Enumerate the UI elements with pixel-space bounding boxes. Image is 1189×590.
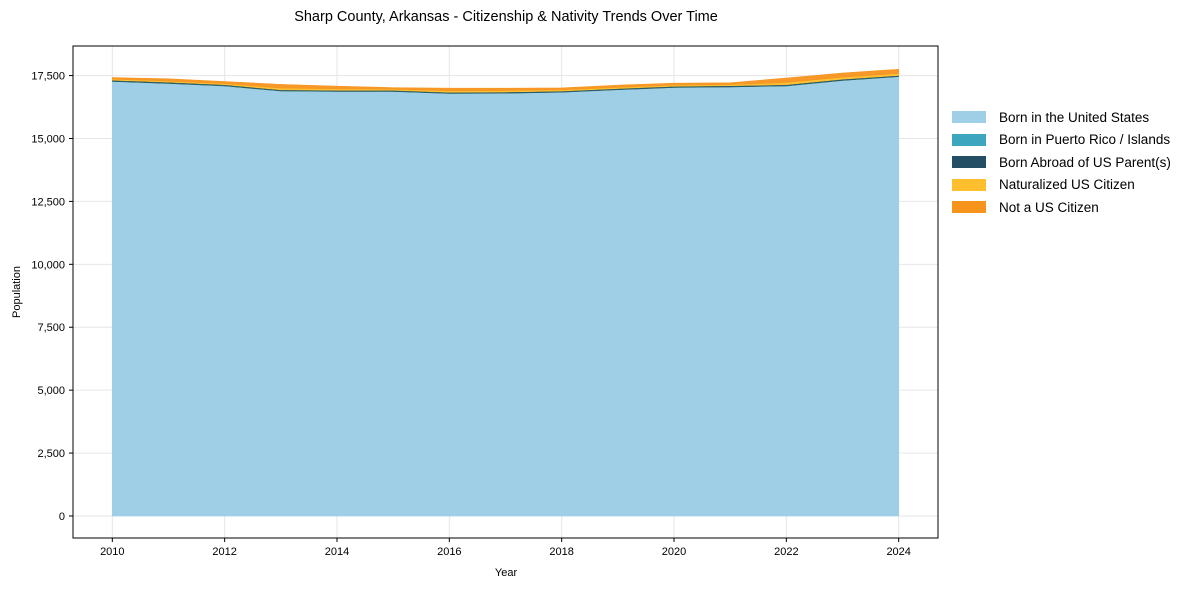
legend-label: Born in the United States bbox=[999, 109, 1150, 125]
legend-item: Born in Puerto Rico / Islands bbox=[952, 129, 1171, 152]
x-tick-label: 2024 bbox=[886, 546, 910, 558]
legend-swatch-icon bbox=[952, 201, 986, 214]
y-tick-label: 17,500 bbox=[31, 71, 65, 83]
y-tick-label: 5,000 bbox=[37, 385, 65, 397]
area-born-in-the-united-states bbox=[112, 76, 899, 517]
y-axis-ticks: 0 2,500 5,000 7,500 10,000 12,500 15,000 17,500 bbox=[31, 71, 73, 523]
area-not-a-us-citizen bbox=[112, 68, 899, 92]
y-axis-label: Population bbox=[11, 266, 23, 318]
legend-item: Born Abroad of US Parent(s) bbox=[952, 151, 1171, 174]
legend-label: Born Abroad of US Parent(s) bbox=[999, 154, 1171, 170]
legend-label: Born in Puerto Rico / Islands bbox=[999, 132, 1171, 148]
y-tick-label: 15,000 bbox=[31, 133, 65, 145]
legend-swatch-icon bbox=[952, 133, 986, 146]
legend-label: Naturalized US Citizen bbox=[999, 177, 1135, 193]
x-tick-label: 2020 bbox=[662, 546, 686, 558]
x-tick-label: 2022 bbox=[774, 546, 798, 558]
legend-label: Not a US Citizen bbox=[999, 199, 1099, 215]
y-tick-label: 10,000 bbox=[31, 259, 65, 271]
y-tick-label: 2,500 bbox=[37, 448, 65, 460]
x-tick-label: 2016 bbox=[437, 546, 461, 558]
axes-frame bbox=[72, 45, 939, 539]
x-tick-label: 2012 bbox=[212, 546, 236, 558]
legend-swatch-icon bbox=[952, 111, 986, 124]
y-tick-label: 0 bbox=[59, 511, 65, 523]
y-tick-label: 12,500 bbox=[31, 196, 65, 208]
x-axis-label: Year bbox=[495, 567, 518, 579]
x-tick-label: 2010 bbox=[100, 546, 124, 558]
x-tick-label: 2014 bbox=[325, 546, 349, 558]
x-tick-label: 2018 bbox=[549, 546, 573, 558]
x-axis-ticks: 2010 2012 2014 2016 2018 2020 2022 2024 bbox=[100, 538, 911, 558]
chart-title: Sharp County, Arkansas - Citizenship & N… bbox=[294, 9, 718, 25]
legend: Born in the United States Born in Puerto … bbox=[952, 106, 1171, 219]
legend-swatch-icon bbox=[952, 156, 986, 169]
legend-item: Naturalized US Citizen bbox=[952, 174, 1171, 197]
y-tick-label: 7,500 bbox=[37, 322, 65, 334]
stacked-areas bbox=[112, 68, 899, 517]
legend-item: Not a US Citizen bbox=[952, 196, 1171, 219]
legend-swatch-icon bbox=[952, 178, 986, 191]
legend-item: Born in the United States bbox=[952, 106, 1171, 129]
